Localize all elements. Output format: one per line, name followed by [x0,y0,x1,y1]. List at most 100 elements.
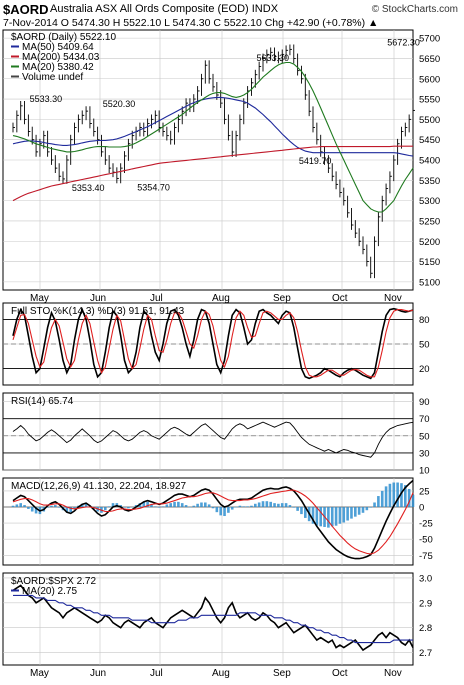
series-line-rsi-0 [12,421,414,458]
y-tick-label: 20 [419,364,430,375]
macd-histogram-bar [173,501,176,507]
y-tick-label: 90 [419,397,430,408]
macd-histogram-bar [338,507,342,524]
macd-histogram-bar [11,505,15,507]
macd-histogram-bar [34,507,38,514]
legend-entry: MA(50) 5409.64 [22,42,94,53]
macd-histogram-bar [119,505,122,507]
price-annotation: 5633.30 [257,53,290,63]
macd-histogram-bar [123,507,126,508]
macd-histogram-bar [346,507,349,521]
macd-histogram-bar [200,502,203,507]
macd-histogram-bar [304,507,307,518]
macd-histogram-bar [57,507,61,508]
y-tick-label: 30 [419,448,430,459]
legend-entry: Volume undef [22,72,83,83]
y-tick-label: 25 [419,486,430,497]
y-tick-label: 2.7 [419,648,432,659]
panel-title: Full STO %K(14,3) %D(3) 91.51, 91.43 [11,306,185,317]
x-tick-label: May [30,293,49,304]
macd-histogram-bar [246,506,249,507]
macd-histogram-bar [254,503,257,507]
macd-histogram-bar [73,507,76,509]
macd-histogram-bar [273,503,276,507]
macd-histogram-bar [357,507,361,515]
index-name: Australia ASX All Ords Composite (EOD) I… [50,3,278,15]
macd-histogram-bar [184,505,188,507]
series-line-stochastic-0 [12,307,414,380]
y-tick-label: 5650 [419,54,440,65]
x-tick-label: Aug [212,293,230,304]
copyright[interactable]: © StockCharts.com [371,4,458,15]
macd-histogram-bar [69,507,72,513]
y-tick-label: 5100 [419,277,440,288]
macd-histogram-bar [250,505,253,507]
macd-histogram-bar [111,503,115,507]
y-tick-label: -75 [419,551,433,562]
x-tick-label: May [30,668,49,679]
macd-histogram-bar [30,507,34,512]
macd-histogram-bar [134,505,138,507]
macd-histogram-bar [80,503,84,507]
macd-histogram-bar [107,506,111,507]
y-tick-label: 2.9 [419,598,432,609]
macd-histogram-bar [84,503,88,507]
macd-histogram-bar [157,507,161,508]
macd-histogram-bar [361,507,365,513]
macd-histogram-bar [19,503,22,507]
x-tick-label: Nov [384,293,402,304]
macd-histogram-bar [15,504,19,507]
y-tick-label: 5500 [419,115,440,126]
y-tick-label: 5200 [419,237,440,248]
macd-histogram-bar [388,483,392,507]
y-tick-label: 5700 [419,34,440,45]
price-annotation: 5353.40 [72,183,105,193]
macd-histogram-bar [404,485,407,507]
panel-title: MACD(12,26,9) 41.130, 22.204, 18.927 [11,481,187,492]
macd-histogram-bar [365,507,369,511]
macd-histogram-bar [154,506,157,507]
macd-histogram-bar [223,507,226,517]
macd-histogram-bar [188,507,192,508]
x-tick-label: Jun [90,668,106,679]
panel-title: RSI(14) 65.74 [11,396,74,407]
macd-histogram-bar [230,507,234,510]
macd-histogram-bar [211,507,215,509]
macd-histogram-bar [192,505,196,507]
macd-histogram-bar [257,502,261,507]
macd-histogram-bar [65,507,69,513]
y-tick-label: 80 [419,315,430,326]
macd-histogram-bar [354,507,357,517]
macd-histogram-bar [300,507,303,515]
price-annotation: 5533.30 [30,94,63,104]
price-annotation: 5419.70 [299,156,332,166]
y-tick-label: -50 [419,535,433,546]
x-tick-label: Sep [273,293,291,304]
macd-histogram-bar [177,501,180,507]
y-tick-label: 10 [419,466,430,477]
macd-histogram-bar [380,490,384,507]
y-tick-label: 5150 [419,257,440,268]
legend-entry: MA(200) 5434.03 [22,52,100,63]
x-tick-label: Sep [273,668,291,679]
series-line-ratio-0 [12,584,414,652]
x-tick-label: Jul [150,293,163,304]
y-tick-label: 2.8 [419,623,432,634]
macd-histogram-bar [165,504,169,507]
series-line-ratio-1 [13,594,413,644]
macd-histogram-bar [377,496,380,507]
macd-histogram-bar [238,505,242,507]
quote-line: 7-Nov-2014 O 5474.30 H 5522.10 L 5474.30… [3,17,379,29]
macd-histogram-bar [104,507,107,511]
y-tick-label: 70 [419,414,430,425]
panel-title: $AORD:$SPX 2.72 [11,576,96,587]
macd-histogram-bar [277,503,280,507]
macd-histogram-bar [215,507,219,513]
macd-histogram-bar [234,507,238,508]
price-annotation: 5354.70 [137,182,170,192]
y-tick-label: 5300 [419,196,440,207]
series-line-stochastic-1 [12,309,414,378]
macd-histogram-bar [180,503,184,507]
y-tick-label: -25 [419,519,433,530]
